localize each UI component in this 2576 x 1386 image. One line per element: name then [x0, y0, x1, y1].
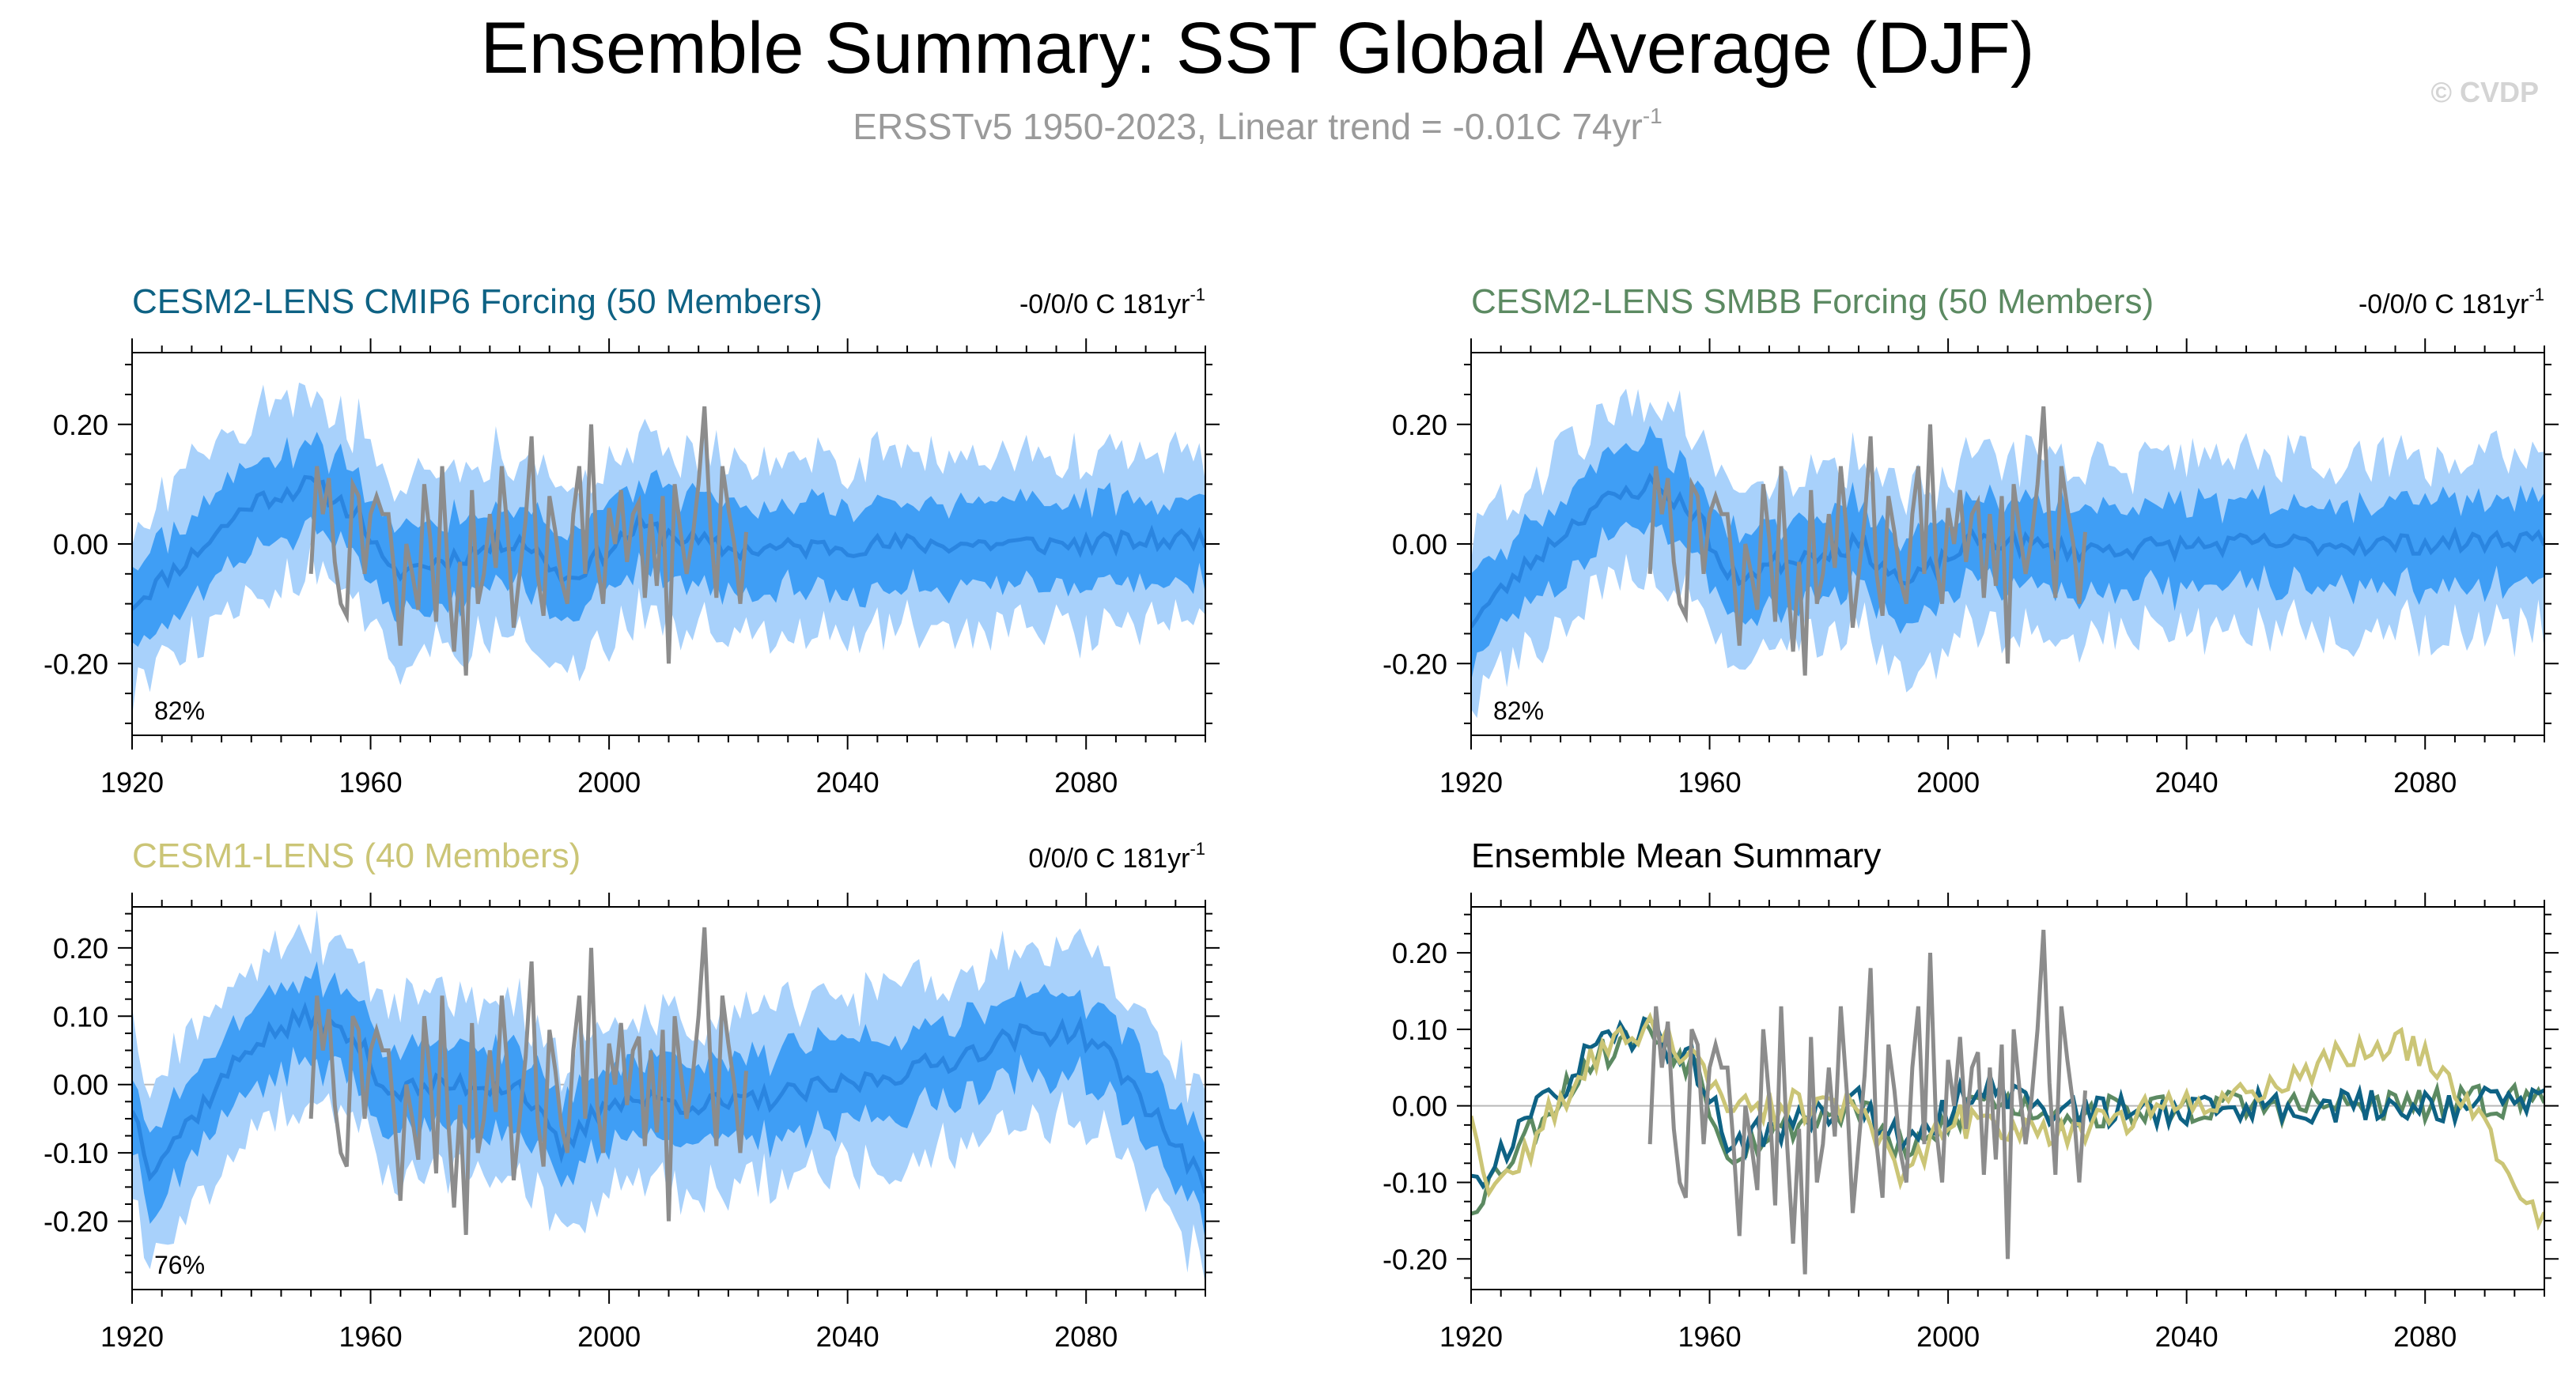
figure-subtitle: ERSSTv5 1950-2023, Linear trend = -0.01C… — [853, 104, 1662, 147]
x-tick-label: 1920 — [1439, 766, 1503, 799]
x-tick-label: 2040 — [816, 766, 879, 799]
ensemble-spread-inner-band — [132, 432, 1205, 648]
plot-area — [1471, 388, 2544, 719]
x-tick-label: 1920 — [100, 766, 164, 799]
y-tick-label: 0.20 — [1392, 937, 1447, 969]
panel-title: CESM2-LENS SMBB Forcing (50 Members) — [1471, 282, 2154, 321]
x-tick-label: 1960 — [339, 766, 403, 799]
trend-label-superscript: -1 — [1190, 285, 1205, 304]
figure-title: Ensemble Summary: SST Global Average (DJ… — [480, 8, 2034, 89]
x-tick-label: 1960 — [339, 1320, 403, 1353]
trend-label-text: -0/0/0 C 181yr — [1019, 289, 1190, 319]
panel-cesm2-cmip6: 1920 1960 2000 2040 2080 0.20 0.00 -0.20 CESM2-L… — [44, 282, 1220, 799]
trend-label: -0/0/0 C 181yr-1 — [1019, 285, 1205, 319]
panel-cesm2-smbb: 1920 1960 2000 2040 2080 0.20 0.00 -0.20 CESM2-L… — [1383, 282, 2559, 799]
percent-label: 82% — [1493, 697, 1544, 725]
x-tick-label: 2080 — [2393, 766, 2457, 799]
x-tick-label: 2000 — [1916, 1320, 1980, 1353]
trend-label-text: 0/0/0 C 181yr — [1028, 844, 1190, 874]
plot-area — [1471, 929, 2544, 1275]
y-tick-label: 0.10 — [1392, 1014, 1447, 1046]
y-tick-label: -0.10 — [44, 1137, 108, 1169]
x-tick-label: 2040 — [2155, 766, 2219, 799]
y-tick-label: 0.00 — [53, 528, 108, 561]
series-line-cesm1 — [1471, 1011, 2544, 1231]
y-tick-label: 0.10 — [53, 1000, 108, 1033]
panel-title: CESM1-LENS (40 Members) — [132, 837, 581, 875]
panel-cesm1-lens: 1920 1960 2000 2040 2080 0.20 0.10 0.00 -0.10 -0.… — [44, 837, 1220, 1353]
y-tick-label: -0.20 — [44, 648, 108, 680]
observation-line-ersstv5 — [1647, 929, 2088, 1275]
plot-area — [132, 382, 1205, 718]
trend-label: -0/0/0 C 181yr-1 — [2358, 285, 2544, 319]
y-tick-label: 0.00 — [53, 1069, 108, 1101]
x-tick-label: 2080 — [1054, 766, 1118, 799]
x-tick-label: 1920 — [1439, 1320, 1503, 1353]
y-tick-label: -0.20 — [1383, 1243, 1447, 1275]
y-tick-label: -0.10 — [1383, 1166, 1447, 1199]
trend-label-superscript: -1 — [1190, 839, 1205, 859]
x-tick-label: 1960 — [1678, 1320, 1742, 1353]
x-tick-label: 1920 — [100, 1320, 164, 1353]
y-tick-label: 0.20 — [1392, 409, 1447, 441]
ensemble-mean-line — [132, 474, 1205, 611]
y-tick-label: 0.20 — [53, 932, 108, 965]
plot-area — [132, 909, 1205, 1285]
x-tick-label: 2000 — [1916, 766, 1980, 799]
observation-line-ersstv5 — [308, 927, 748, 1235]
observation-line-ersstv5 — [1647, 406, 2088, 676]
y-tick-label: 0.00 — [1392, 528, 1447, 561]
panel-ensemble-mean-summary: 1920 1960 2000 2040 2080 0.20 0.10 0.00 -0.10 -0.… — [1383, 837, 2559, 1353]
y-tick-label: 0.00 — [1392, 1090, 1447, 1123]
trend-label-superscript: -1 — [2529, 285, 2544, 304]
cvdp-watermark: © CVDP — [2430, 76, 2539, 108]
x-tick-label: 2040 — [816, 1320, 879, 1353]
y-tick-label: -0.20 — [44, 1206, 108, 1238]
x-tick-label: 2040 — [2155, 1320, 2219, 1353]
trend-label-text: -0/0/0 C 181yr — [2358, 289, 2529, 319]
y-tick-label: 0.20 — [53, 409, 108, 441]
percent-label: 82% — [154, 697, 205, 725]
observation-line-ersstv5 — [308, 406, 748, 676]
y-tick-label: -0.20 — [1383, 648, 1447, 680]
ensemble-mean-line — [132, 1001, 1205, 1194]
x-tick-label: 2080 — [1054, 1320, 1118, 1353]
ensemble-mean-line — [1471, 472, 2544, 629]
x-tick-label: 2000 — [577, 1320, 641, 1353]
x-tick-label: 2000 — [577, 766, 641, 799]
panel-title: CESM2-LENS CMIP6 Forcing (50 Members) — [132, 282, 823, 321]
panel-title: Ensemble Mean Summary — [1471, 837, 1881, 875]
x-tick-label: 1960 — [1678, 766, 1742, 799]
figure-subtitle-text: ERSSTv5 1950-2023, Linear trend = -0.01C… — [853, 106, 1643, 147]
x-tick-label: 2080 — [2393, 1320, 2457, 1353]
percent-label: 76% — [154, 1251, 205, 1279]
trend-label: 0/0/0 C 181yr-1 — [1028, 839, 1205, 874]
figure-subtitle-superscript: -1 — [1643, 104, 1662, 128]
